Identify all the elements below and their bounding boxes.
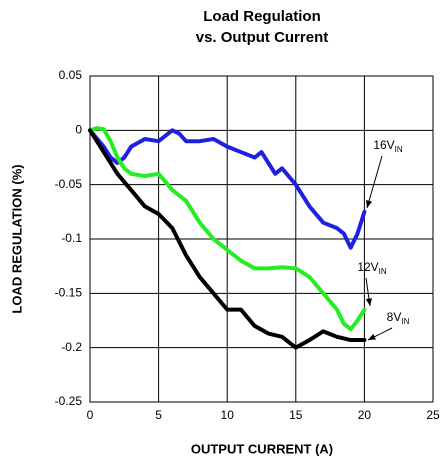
x-tick-label: 10 [221, 408, 235, 422]
series-label: 16VIN [373, 138, 403, 154]
chart-title: vs. Output Current [196, 29, 329, 46]
series-label: 8VIN [387, 310, 410, 326]
series-name-subscript: IN [379, 267, 387, 276]
x-tick-label: 5 [155, 408, 162, 422]
label-arrow [366, 155, 383, 209]
y-tick-label: -0.1 [61, 231, 82, 245]
arrow-head [366, 200, 373, 208]
arrow-head [365, 298, 373, 306]
x-axis-label: OUTPUT CURRENT (A) [191, 441, 333, 456]
series-label: 12VIN [357, 260, 387, 276]
x-tick-label: 25 [426, 408, 440, 422]
series-name: 8V [387, 310, 402, 324]
y-tick-label: 0 [75, 123, 82, 137]
x-tick-label: 0 [87, 408, 94, 422]
series-name-subscript: IN [401, 317, 409, 326]
x-tick-label: 20 [358, 408, 372, 422]
data-line [88, 126, 367, 332]
y-tick-label: 0.05 [59, 68, 83, 82]
y-tick-label: -0.15 [55, 286, 83, 300]
x-tick-label: 15 [289, 408, 303, 422]
series-name-subscript: IN [395, 145, 403, 154]
y-tick-label: -0.25 [55, 394, 83, 408]
data-line [88, 128, 367, 350]
series-name: 16V [373, 138, 394, 152]
chart-title: Load Regulation [203, 8, 321, 25]
y-tick-label: -0.05 [55, 177, 83, 191]
y-axis-label: LOAD REGULATION (%) [9, 164, 24, 313]
arrow-head [368, 333, 376, 340]
series-name: 12V [357, 260, 378, 274]
y-tick-label: -0.2 [61, 340, 82, 354]
data-line [88, 128, 367, 250]
